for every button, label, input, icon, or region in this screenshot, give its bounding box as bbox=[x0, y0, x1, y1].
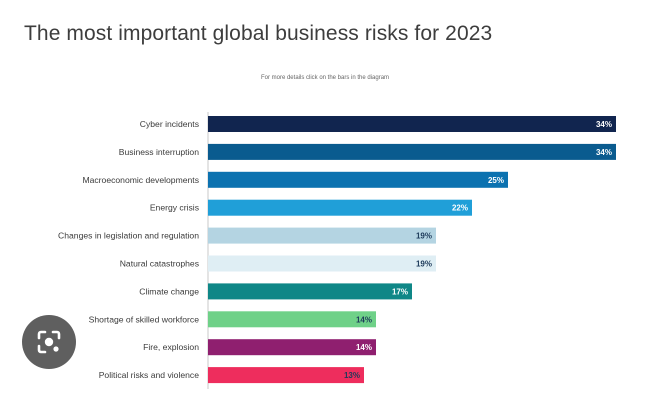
bar-value-label: 19% bbox=[416, 232, 432, 241]
chart-instruction-note: For more details click on the bars in th… bbox=[260, 75, 390, 81]
category-label: Changes in legislation and regulation bbox=[58, 231, 199, 241]
category-label: Cyber incidents bbox=[140, 119, 199, 129]
bar-value-label: 17% bbox=[392, 287, 408, 296]
category-label: Natural catastrophes bbox=[120, 259, 199, 269]
bar-value-label: 14% bbox=[356, 315, 372, 324]
bar-value-label: 34% bbox=[596, 120, 612, 129]
bar[interactable] bbox=[208, 339, 376, 356]
category-label: Fire, explosion bbox=[143, 342, 199, 352]
bar-value-label: 19% bbox=[416, 260, 432, 269]
bar[interactable] bbox=[208, 311, 376, 328]
bar[interactable] bbox=[208, 227, 436, 244]
category-label: Climate change bbox=[139, 286, 199, 296]
category-label: Macroeconomic developments bbox=[82, 175, 199, 185]
bar[interactable] bbox=[208, 116, 616, 132]
bar[interactable] bbox=[208, 199, 472, 216]
bar-value-label: 22% bbox=[452, 204, 468, 213]
lens-button[interactable] bbox=[22, 315, 76, 369]
bar[interactable] bbox=[208, 283, 412, 300]
category-label: Energy crisis bbox=[150, 203, 199, 213]
chart-title: The most important global business risks… bbox=[24, 22, 493, 45]
bar[interactable] bbox=[208, 143, 616, 160]
category-label: Business interruption bbox=[119, 147, 199, 157]
bar[interactable] bbox=[208, 255, 436, 272]
bar-value-label: 34% bbox=[596, 148, 612, 157]
bar-value-label: 13% bbox=[344, 371, 360, 380]
bar[interactable] bbox=[208, 171, 508, 188]
lens-icon bbox=[37, 330, 61, 354]
bar-value-label: 14% bbox=[356, 343, 372, 352]
bar[interactable] bbox=[208, 367, 364, 384]
bar-value-label: 25% bbox=[488, 176, 504, 185]
category-label: Shortage of skilled workforce bbox=[89, 314, 200, 324]
category-label: Political risks and violence bbox=[99, 370, 200, 380]
